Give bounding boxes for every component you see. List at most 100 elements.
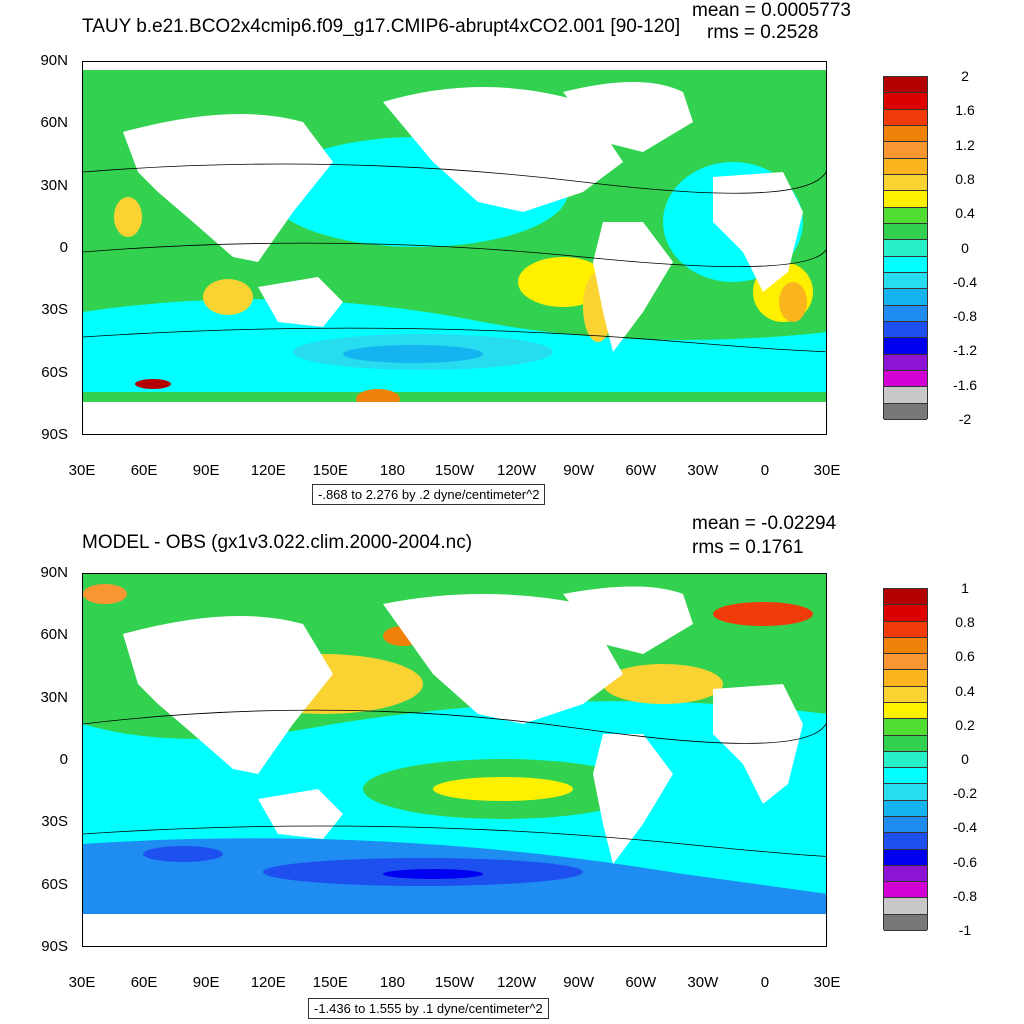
lon-tick-label: 90W bbox=[563, 974, 595, 991]
colorbar-swatch bbox=[884, 321, 927, 339]
colorbar-label: 0 bbox=[961, 239, 969, 256]
colorbar-swatch bbox=[884, 637, 927, 655]
colorbar-swatch bbox=[884, 702, 927, 720]
lat-tick-label: 30N bbox=[40, 176, 68, 194]
colorbar-swatch bbox=[884, 589, 927, 606]
lon-tick-label: 120E bbox=[250, 974, 286, 991]
antarctic-red bbox=[135, 379, 171, 389]
lon-tick-label: 120W bbox=[496, 462, 537, 479]
colorbar-swatch bbox=[884, 882, 927, 899]
lat-tick-label: 60N bbox=[40, 114, 68, 132]
colorbar-label: -1.6 bbox=[952, 376, 978, 393]
rms-text: rms = 0.1761 bbox=[692, 537, 804, 558]
contour-line bbox=[83, 242, 826, 267]
africa bbox=[713, 684, 803, 804]
lat-tick-label: 30N bbox=[40, 688, 68, 706]
colorbar-swatch bbox=[884, 865, 927, 883]
colorbar-label: -1 bbox=[958, 922, 972, 938]
colorbar-swatch bbox=[884, 289, 927, 306]
lat-tick-label: 0 bbox=[59, 239, 68, 256]
colorbar-swatch bbox=[884, 800, 927, 817]
lon-tick-label: 30E bbox=[813, 974, 841, 991]
colorbar-swatch bbox=[884, 370, 927, 388]
colorbar-swatch bbox=[884, 338, 927, 355]
arctic-orange bbox=[83, 584, 127, 604]
colorbar-swatch bbox=[884, 191, 927, 208]
arabian-orange bbox=[114, 197, 142, 237]
range-label: -.868 to 2.276 by .2 dyne/centimeter^2 bbox=[312, 484, 546, 505]
colorbar-label: 2 bbox=[961, 68, 969, 84]
range-label: -1.436 to 1.555 by .1 dyne/centimeter^2 bbox=[308, 998, 549, 1019]
lon-tick-label: 0 bbox=[760, 462, 770, 479]
colorbar-swatch bbox=[884, 898, 927, 915]
eurasia-land bbox=[123, 114, 333, 262]
mean-text: mean = 0.0005773 bbox=[692, 0, 851, 21]
lon-tick-label: 150E bbox=[312, 974, 348, 991]
colorbar-swatch bbox=[884, 240, 927, 257]
benguela-orange bbox=[779, 282, 807, 322]
colorbar bbox=[883, 76, 928, 420]
colorbar-label: 0.6 bbox=[955, 648, 975, 665]
mean-text: mean = -0.02294 bbox=[692, 513, 837, 534]
north-america-west bbox=[383, 87, 623, 212]
colorbar-swatch bbox=[884, 142, 927, 159]
south-america bbox=[593, 734, 673, 864]
colorbar-swatch bbox=[884, 305, 927, 322]
colorbar-swatch bbox=[884, 833, 927, 850]
colorbar-swatch bbox=[884, 621, 927, 638]
colorbar-swatch bbox=[884, 256, 927, 273]
colorbar-label: 0.8 bbox=[955, 170, 975, 187]
panel-bottom: MODEL - OBS (gx1v3.022.clim.2000-2004.nc… bbox=[0, 512, 1024, 1024]
colorbar-swatch bbox=[884, 735, 927, 752]
colorbar-swatch bbox=[884, 109, 927, 126]
lon-tick-label: 60E bbox=[130, 462, 158, 479]
map-svg bbox=[83, 62, 826, 434]
lat-tick-label: 30S bbox=[41, 813, 68, 831]
colorbar-label: 0.4 bbox=[955, 682, 975, 699]
colorbar-swatch bbox=[884, 387, 927, 404]
colorbar-swatch bbox=[884, 158, 927, 175]
map-svg bbox=[83, 574, 826, 946]
colorbar-swatch bbox=[884, 784, 927, 801]
gulfstream-yellow bbox=[603, 664, 723, 704]
colorbar-label: 0.8 bbox=[955, 614, 975, 631]
lon-tick-label: 90W bbox=[563, 462, 595, 479]
colorbar-swatch bbox=[884, 686, 927, 703]
lat-tick-label: 60S bbox=[41, 363, 68, 381]
colorbar-swatch bbox=[884, 174, 927, 192]
colorbar-label: -0.8 bbox=[952, 887, 978, 904]
lat-tick-label: 60S bbox=[41, 875, 68, 893]
greenland-red bbox=[713, 602, 813, 626]
africa bbox=[713, 172, 803, 292]
acc-core bbox=[383, 869, 483, 879]
colorbar-swatch bbox=[884, 670, 927, 687]
lon-tick-label: 150W bbox=[434, 974, 475, 991]
lon-tick-label: 30W bbox=[687, 462, 719, 479]
colorbar-label: 1 bbox=[961, 580, 969, 596]
colorbar bbox=[883, 588, 928, 931]
lon-tick-label: 120E bbox=[250, 462, 286, 479]
greenland-north-america bbox=[563, 586, 693, 654]
colorbar-label: 1.2 bbox=[955, 136, 975, 153]
colorbar-label: 0.2 bbox=[955, 716, 975, 733]
lat-tick-label: 60N bbox=[40, 626, 68, 644]
lon-tick-label: 30E bbox=[68, 974, 96, 991]
greenland-north-america bbox=[563, 82, 693, 152]
colorbar-label: -0.6 bbox=[952, 853, 978, 870]
lon-tick-label: 30W bbox=[687, 974, 719, 991]
lat-tick-label: 90N bbox=[40, 564, 68, 581]
lat-tick-label: 90N bbox=[40, 52, 68, 69]
panel-title: TAUY b.e21.BCO2x4cmip6.f09_g17.CMIP6-abr… bbox=[82, 16, 681, 37]
colorbar-swatch bbox=[884, 654, 927, 671]
north-america-west bbox=[383, 594, 623, 724]
lon-tick-label: 150W bbox=[434, 462, 475, 479]
panel-top: TAUY b.e21.BCO2x4cmip6.f09_g17.CMIP6-abr… bbox=[40, 0, 978, 505]
colorbar-swatch bbox=[884, 77, 927, 94]
colorbar-swatch bbox=[884, 768, 927, 785]
colorbar-label: 1.6 bbox=[955, 102, 975, 119]
colorbar-swatch bbox=[884, 354, 927, 371]
colorbar-swatch bbox=[884, 93, 927, 110]
lon-tick-label: 30E bbox=[813, 462, 841, 479]
lon-tick-label: 60W bbox=[625, 974, 657, 991]
colorbar-swatch bbox=[884, 914, 927, 931]
